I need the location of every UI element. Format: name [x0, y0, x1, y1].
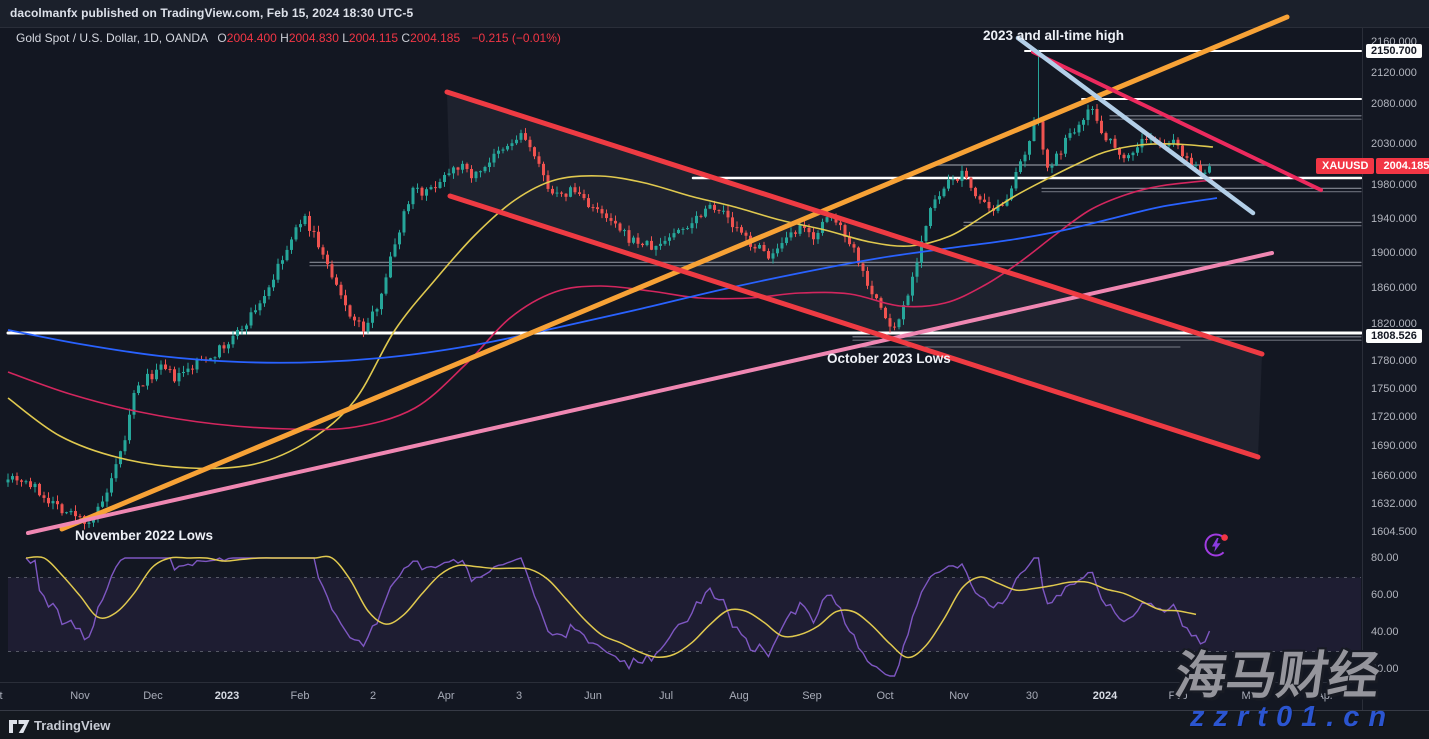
ohlc-value: 2004.400: [226, 31, 281, 45]
price-axis-label: 1860.000: [1371, 282, 1417, 295]
ohlc-value: 2004.830: [288, 31, 343, 45]
ohlc-values: O2004.400 H2004.830 L2004.115 C2004.185: [217, 31, 463, 45]
annotation-november-2022-lows[interactable]: November 2022 Lows: [75, 528, 214, 543]
price-change: −0.215 (−0.01%): [471, 31, 561, 45]
time-axis-label: 30: [1025, 690, 1039, 702]
time-axis-label: 2024: [1092, 690, 1118, 702]
price-axis-label: 1820.000: [1371, 318, 1417, 331]
price-axis-label: 1632.000: [1371, 497, 1417, 510]
price-axis-label: 1780.000: [1371, 354, 1417, 367]
price-axis-label: 1750.000: [1371, 382, 1417, 395]
watermark-url: zzrt01.cn: [1190, 701, 1396, 733]
ohlc-value: 2004.115: [348, 31, 402, 45]
price-axis-label: 1660.000: [1371, 469, 1417, 482]
price-axis-label: 2030.000: [1371, 138, 1417, 151]
price-axis-label: 1720.000: [1371, 411, 1417, 424]
publish-info: dacolmanfx published on TradingView.com,…: [10, 6, 414, 20]
annotation-october-2023-lows[interactable]: October 2023 Lows: [827, 351, 951, 366]
time-axis-label: Oct: [876, 690, 894, 702]
price-axis-label: 2080.000: [1371, 98, 1417, 111]
time-axis-label: Apr: [1316, 690, 1334, 702]
price-level-label: 1808.526: [1366, 329, 1422, 344]
time-axis-label: Feb: [290, 690, 310, 702]
time-axis-label: Aug: [729, 690, 749, 702]
publish-bar: dacolmanfx published on TradingView.com,…: [0, 0, 1429, 28]
symbol-legend[interactable]: Gold Spot / U.S. Dollar, 1D, OANDA O2004…: [16, 31, 561, 45]
time-axis-label: Jul: [658, 690, 674, 702]
price-axis[interactable]: 2160.000 2120.000 2080.000 2030.000 1980.000…: [1362, 28, 1429, 710]
lightning-bolt-icon: [1212, 538, 1221, 552]
time-axis-label: Feb: [1168, 690, 1188, 702]
ohlc-key: O: [217, 31, 227, 45]
ohlc-key: H: [280, 31, 289, 45]
time-axis-label: Sep: [802, 690, 822, 702]
price-axis-label: 1980.000: [1371, 179, 1417, 192]
price-axis-label: 1940.000: [1371, 212, 1417, 225]
symbol-tag: XAUUSD: [1316, 158, 1375, 174]
notification-dot: [1221, 534, 1228, 541]
time-axis[interactable]: Oct Nov Dec 2023 Feb 2 Apr 3 Jun Jul Aug Sep Oct Nov 3…: [0, 682, 1362, 710]
rsi-axis-label: 60.00: [1371, 589, 1399, 601]
tradingview-brand[interactable]: TradingView: [34, 718, 111, 733]
symbol-title[interactable]: Gold Spot / U.S. Dollar, 1D, OANDA: [16, 31, 209, 45]
current-price-value: 2004.185: [1376, 158, 1429, 174]
rsi-axis-label: 40.00: [1371, 626, 1399, 638]
time-axis-label: Apr: [437, 690, 455, 702]
tradingview-logo-icon[interactable]: [9, 719, 31, 734]
time-axis-label: 2: [369, 690, 377, 702]
price-axis-label: 1604.500: [1371, 525, 1417, 538]
rsi-axis-label: 80.00: [1371, 552, 1399, 564]
time-axis-label: 2023: [214, 690, 240, 702]
ohlc-key: L: [342, 31, 349, 45]
time-axis-label: Nov: [949, 690, 969, 702]
time-axis-label: Jun: [584, 690, 602, 702]
time-axis-label: Oct: [0, 690, 3, 702]
current-price-label: XAUUSD 2004.185: [1316, 158, 1429, 174]
rsi-axis-label: 20.00: [1371, 663, 1399, 675]
annotation-all-time-high[interactable]: 2023 and all-time high: [983, 28, 1125, 43]
ohlc-value: 2004.185: [410, 31, 464, 45]
price-axis-label: 2120.000: [1371, 66, 1417, 79]
watermark-cjk: 海马财经: [1171, 647, 1384, 704]
time-axis-label: Mar: [1241, 690, 1261, 702]
price-level-label: 2150.700: [1366, 44, 1422, 58]
boost-flash-icon[interactable]: [1202, 530, 1232, 560]
price-axis-label: 1900.000: [1371, 247, 1417, 260]
ohlc-key: C: [401, 31, 411, 45]
time-axis-label: 3: [515, 690, 523, 702]
price-axis-label: 1690.000: [1371, 440, 1417, 453]
time-axis-label: Dec: [143, 690, 163, 702]
time-axis-label: Nov: [70, 690, 90, 702]
footer-bar: TradingView: [0, 710, 1429, 739]
boost-circle: [1204, 533, 1228, 557]
